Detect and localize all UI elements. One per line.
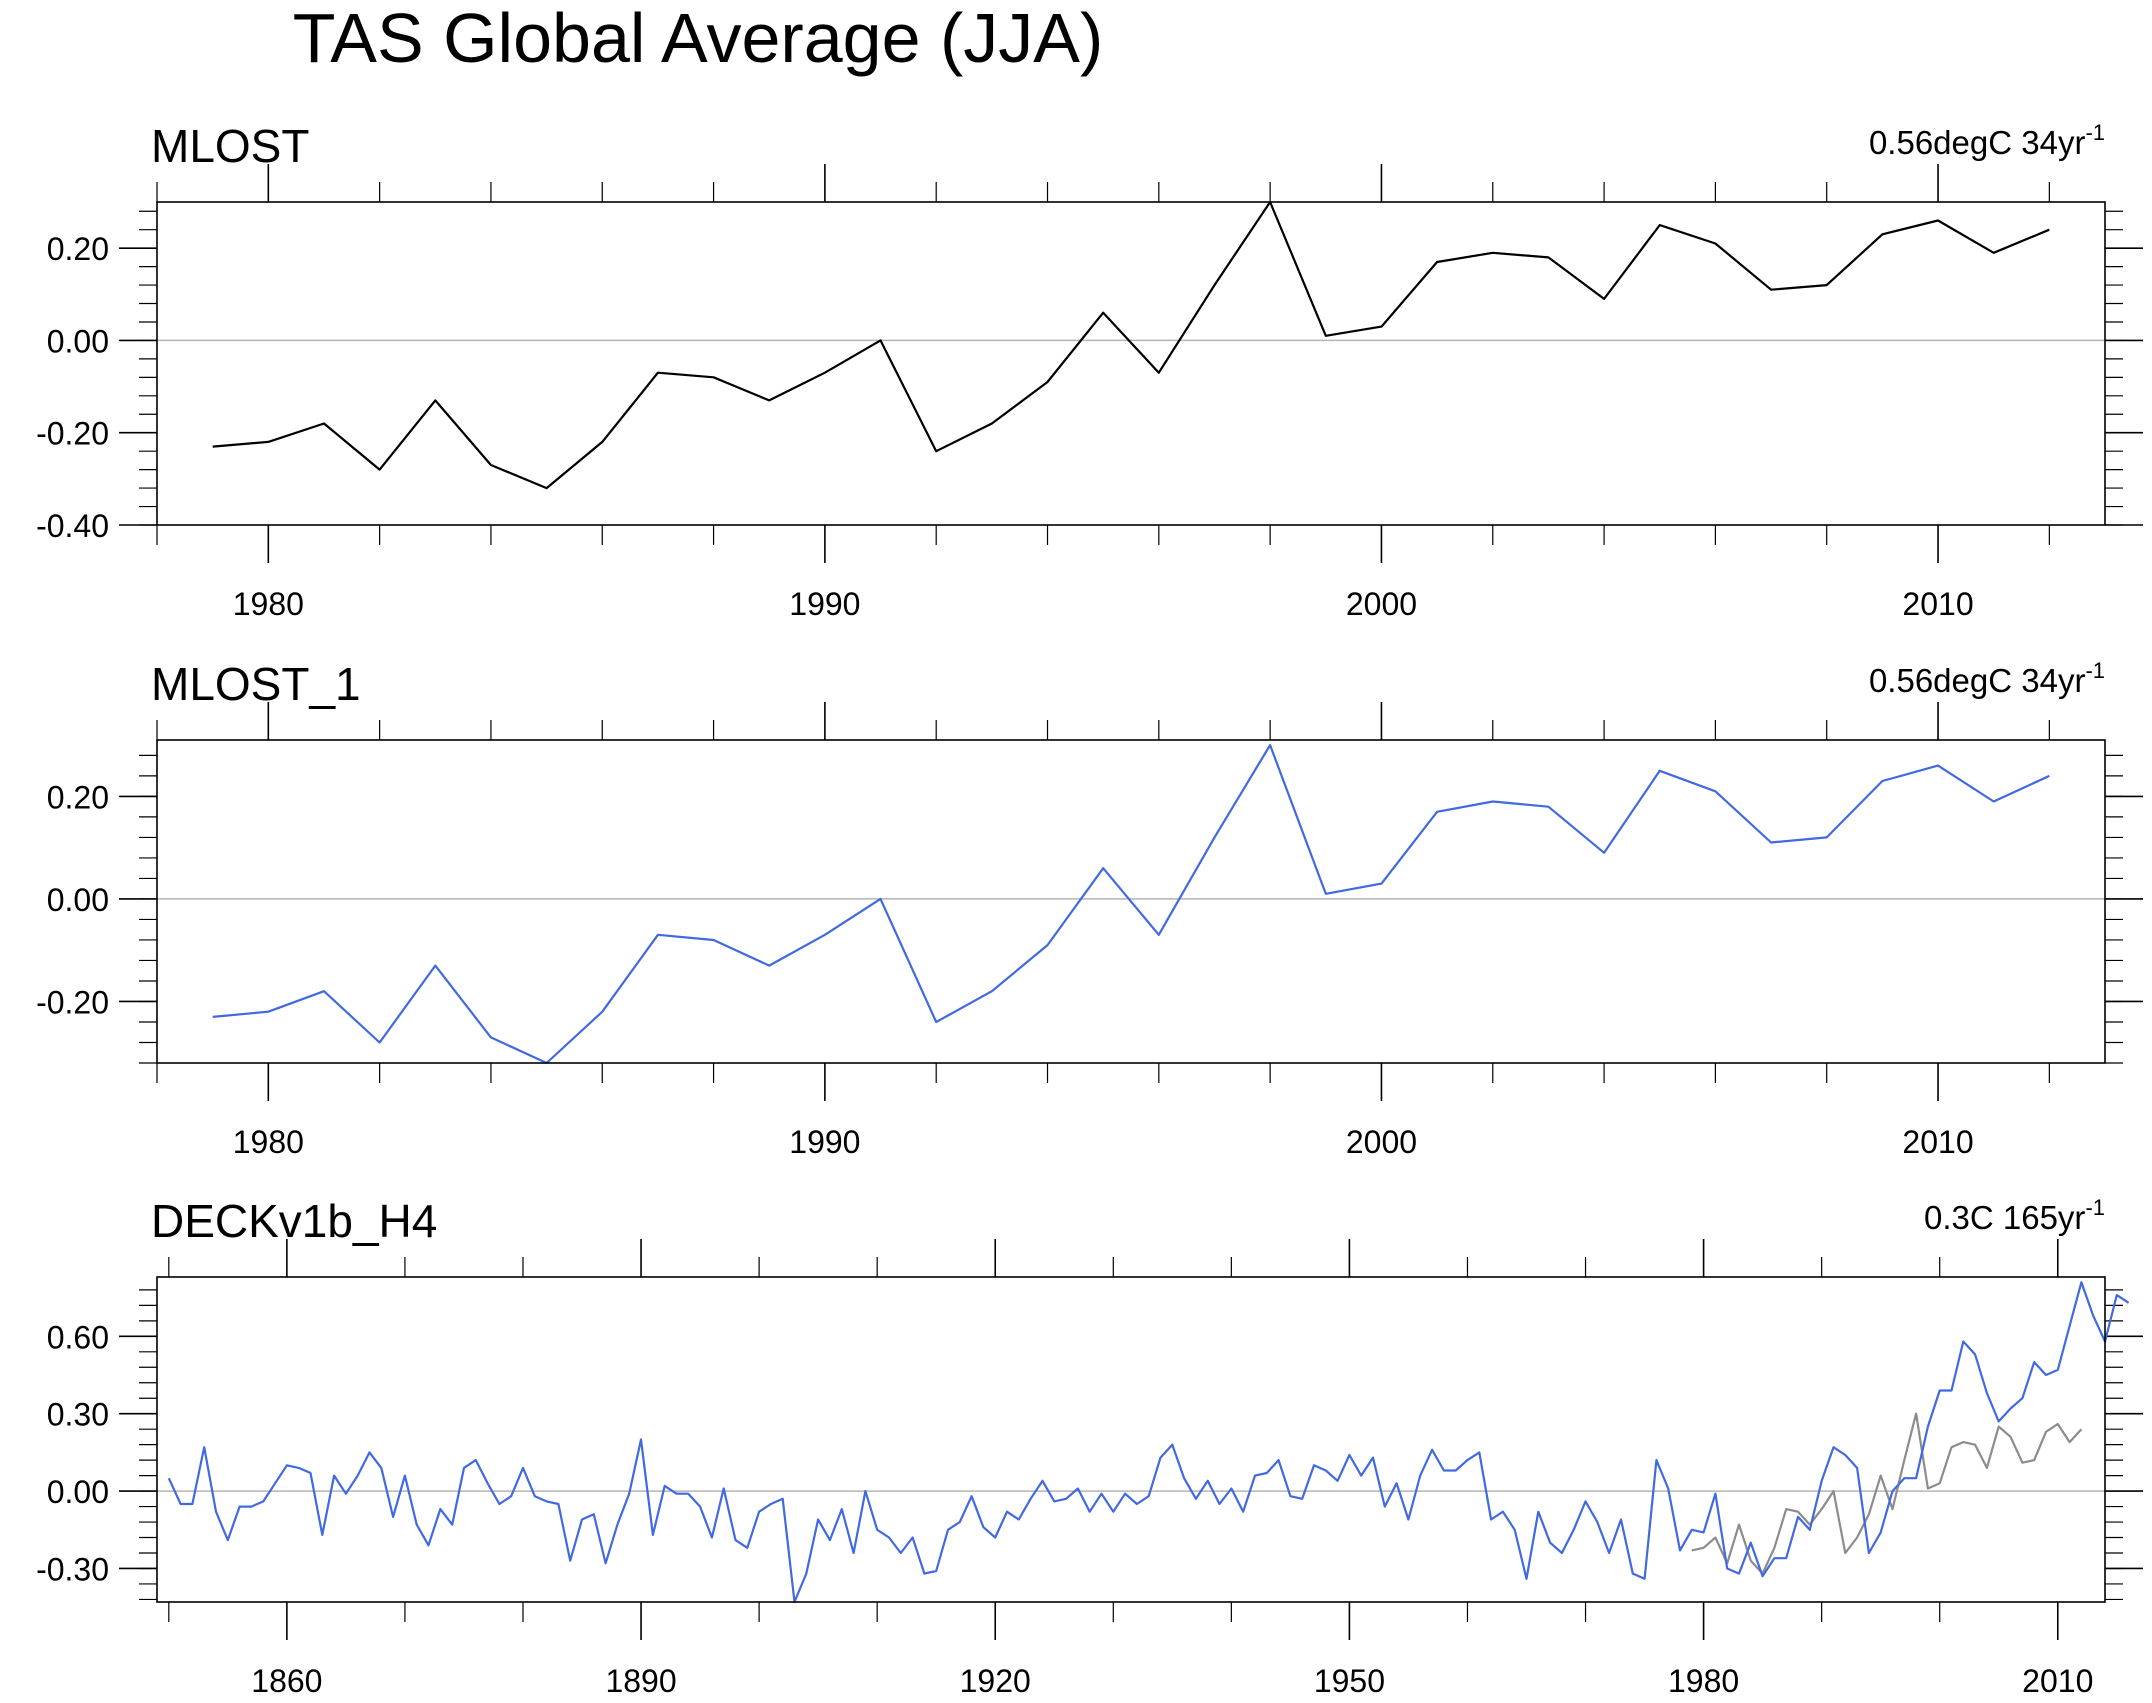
chart-panel-1: MLOST 0.56degC 34yr-1 -0.40 -0.20 0.00 0.20 19…	[36, 120, 2143, 622]
y-tick-label: 0.00	[47, 882, 109, 918]
x-tick-label: 1990	[789, 1124, 860, 1160]
trend-label: 0.56degC 34yr-1	[1869, 658, 2105, 699]
x-tick-label: 2010	[1902, 1124, 1973, 1160]
trend-exponent: -1	[2085, 1195, 2105, 1220]
y-tick-label: 0.00	[47, 1474, 109, 1510]
figure-title: TAS Global Average (JJA)	[293, 0, 1104, 77]
trend-label: 0.56degC 34yr-1	[1869, 120, 2105, 161]
x-tick-label: 1990	[789, 586, 860, 622]
y-tick-label: 0.30	[47, 1397, 109, 1433]
x-tick-label: 1980	[233, 586, 304, 622]
chart-panel-2: MLOST_1 0.56degC 34yr-1 -0.20 0.00 0.20 1980 1…	[36, 658, 2143, 1160]
series-line-mlost-1	[212, 743, 2050, 1065]
chart-panel-3: DECKv1b_H4 0.3C 165yr-1 -0.30 0.00 0.30 0.60 1…	[36, 1195, 2143, 1699]
y-tick-label: 0.20	[47, 779, 109, 815]
y-tick-label: -0.20	[36, 984, 109, 1020]
y-tick-label: 0.60	[47, 1319, 109, 1355]
trend-label: 0.3C 165yr-1	[1924, 1195, 2105, 1236]
y-tick-label: -0.20	[36, 416, 109, 452]
trend-text: 0.56degC 34yr	[1869, 124, 2085, 161]
x-tick-label: 2010	[1902, 586, 1973, 622]
panels: MLOST 0.56degC 34yr-1-0.40-0.200.000.2019…	[36, 120, 2143, 1699]
y-tick-label: 0.00	[47, 323, 109, 359]
plot-frame	[156, 1276, 2106, 1603]
trend-exponent: -1	[2085, 120, 2105, 145]
plot-frame	[156, 739, 2106, 1064]
plot-frame	[156, 201, 2106, 526]
x-tick-label: 1980	[233, 1124, 304, 1160]
x-tick-label: 1950	[1314, 1663, 1385, 1699]
x-tick-label: 2000	[1346, 586, 1417, 622]
x-tick-label: 1890	[605, 1663, 676, 1699]
trend-text: 0.3C 165yr	[1924, 1199, 2085, 1236]
x-tick-label: 1980	[1668, 1663, 1739, 1699]
series-line-mlost	[1691, 1412, 2083, 1575]
y-tick-label: 0.20	[47, 231, 109, 267]
panel-title: MLOST	[151, 120, 309, 172]
trend-text: 0.56degC 34yr	[1869, 662, 2085, 699]
trend-exponent: -1	[2085, 658, 2105, 683]
x-tick-label: 2000	[1346, 1124, 1417, 1160]
x-tick-label: 1920	[960, 1663, 1031, 1699]
panel-title: MLOST_1	[151, 658, 361, 710]
series-line-deckv1b-h4	[167, 1281, 2130, 1604]
y-tick-label: -0.40	[36, 508, 109, 544]
x-tick-label: 1860	[251, 1663, 322, 1699]
y-tick-label: -0.30	[36, 1551, 109, 1587]
panel-title: DECKv1b_H4	[151, 1195, 437, 1247]
x-tick-label: 2010	[2022, 1663, 2093, 1699]
series-line-mlost	[212, 200, 2050, 490]
